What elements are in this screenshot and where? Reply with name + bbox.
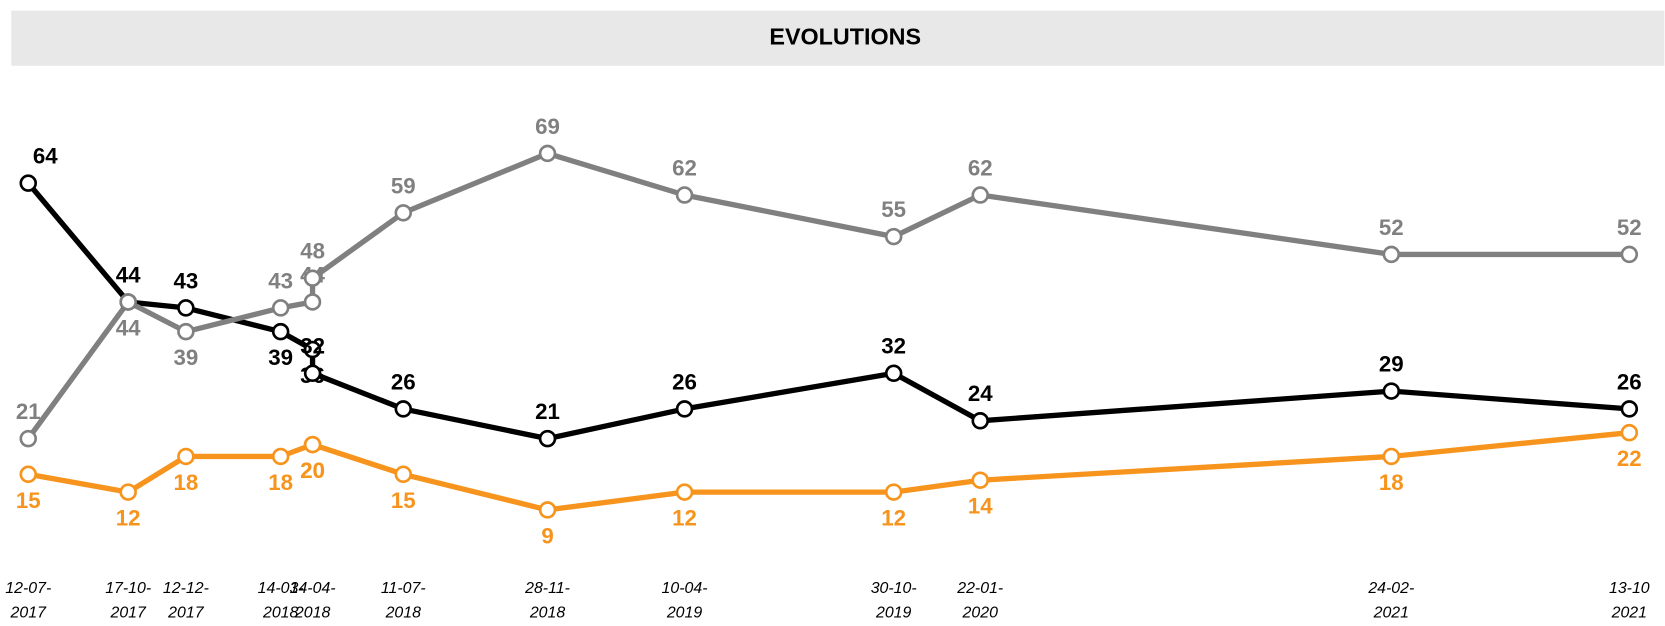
x-tick-label: 24-02-2021 <box>1367 580 1414 621</box>
point-marker <box>538 429 557 448</box>
point-marker <box>971 186 989 204</box>
point-marker <box>1382 245 1401 264</box>
data-label: 15 <box>16 488 41 513</box>
data-label: 9 <box>541 523 553 548</box>
data-label: 39 <box>268 345 293 370</box>
point-marker <box>675 186 694 204</box>
point-marker <box>303 340 322 359</box>
data-label: 64 <box>33 144 58 169</box>
x-tick-label: 13-10 2021 <box>1609 580 1650 621</box>
point-marker <box>884 483 903 501</box>
data-label: 18 <box>173 470 198 495</box>
data-label: 43 <box>268 268 293 293</box>
point-marker <box>394 400 413 418</box>
data-label: 12 <box>116 506 141 531</box>
data-label: 12 <box>881 506 906 531</box>
title-bar <box>11 10 1665 66</box>
data-label: 44 <box>116 262 141 287</box>
data-label: 21 <box>535 399 560 424</box>
point-marker <box>303 269 322 287</box>
data-label: 24 <box>968 381 993 406</box>
data-label: 22 <box>1617 446 1642 471</box>
data-label: 15 <box>391 488 416 513</box>
data-label: 14 <box>968 494 993 519</box>
x-tick-label: 12-12-2017 <box>163 580 209 621</box>
point-marker <box>394 204 413 222</box>
data-label: 20 <box>300 458 325 483</box>
x-tick-label: 14-04-2018 <box>290 580 336 621</box>
x-tick-label: 22-01-2020 <box>956 580 1003 621</box>
data-label: 43 <box>173 268 198 293</box>
point-marker <box>271 447 290 466</box>
data-label: 18 <box>268 470 293 495</box>
point-marker <box>1382 382 1401 400</box>
x-tick-label: 17-10-2017 <box>105 580 151 621</box>
data-label: 20 <box>300 458 325 483</box>
x-tick-label: 30-10-2019 <box>871 580 917 621</box>
x-tick-label: 10-04-2019 <box>662 580 708 621</box>
point-marker <box>177 447 195 466</box>
x-tick-label: 12-07-2017 <box>5 580 51 621</box>
x-tick-label: 11-07-2018 <box>381 580 426 621</box>
data-label: 48 <box>300 239 325 264</box>
point-marker <box>675 483 694 501</box>
point-marker <box>19 465 38 484</box>
data-label: 52 <box>1379 215 1404 240</box>
point-marker <box>119 293 137 311</box>
point-marker <box>271 322 290 341</box>
data-label: 29 <box>1379 352 1404 377</box>
data-label: 32 <box>300 334 325 359</box>
data-label: 39 <box>173 345 198 370</box>
point-marker <box>19 174 38 192</box>
x-tick-label: 14-03-2018 <box>258 580 304 621</box>
chart-title: EVOLUTIONS <box>769 23 921 49</box>
point-marker <box>1620 400 1639 418</box>
data-label: 32 <box>881 334 906 359</box>
data-label: 26 <box>672 369 697 394</box>
point-marker <box>303 364 322 383</box>
data-label: 69 <box>535 114 560 139</box>
point-marker <box>884 227 903 246</box>
point-marker <box>971 412 989 430</box>
point-marker <box>177 299 195 317</box>
data-label: 12 <box>672 506 697 531</box>
point-marker <box>1620 245 1639 264</box>
point-marker <box>394 465 413 484</box>
point-marker <box>177 322 195 341</box>
point-marker <box>884 364 903 383</box>
data-label: 26 <box>391 369 416 394</box>
point-marker <box>119 483 137 501</box>
data-label: 44 <box>116 315 141 340</box>
data-label: 62 <box>968 155 993 180</box>
point-marker <box>303 293 322 311</box>
point-marker <box>675 400 694 418</box>
data-label: 18 <box>1379 470 1404 495</box>
point-marker <box>19 429 38 448</box>
point-marker <box>538 144 557 163</box>
point-marker <box>271 299 290 317</box>
data-label: 26 <box>1617 369 1642 394</box>
data-label: 55 <box>881 197 906 222</box>
data-label: 52 <box>1617 215 1642 240</box>
point-marker <box>1620 423 1639 442</box>
data-label: 21 <box>16 399 41 424</box>
point-marker <box>303 435 322 454</box>
point-marker <box>971 471 989 489</box>
data-label: 62 <box>672 155 697 180</box>
x-tick-label: 28-11-2018 <box>524 580 570 621</box>
data-label: 59 <box>391 173 416 198</box>
point-marker <box>538 501 557 519</box>
point-marker <box>1382 447 1401 466</box>
